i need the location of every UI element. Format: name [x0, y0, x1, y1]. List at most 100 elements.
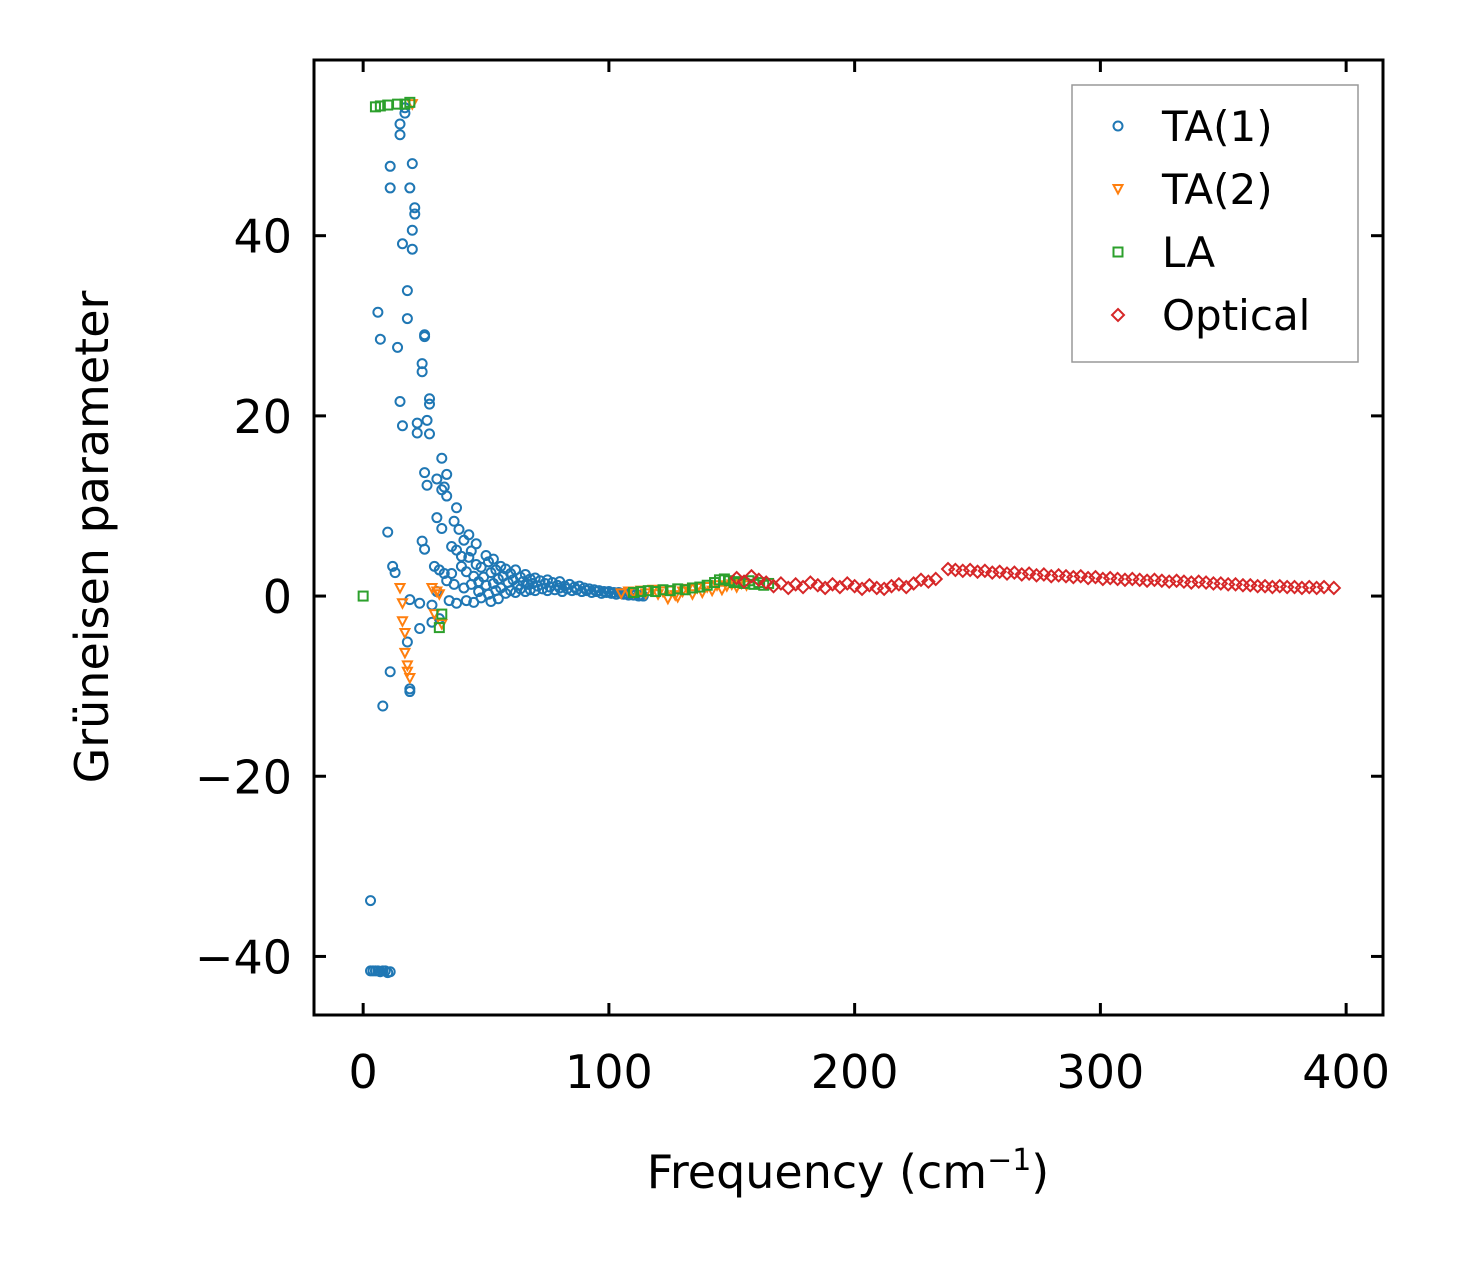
data-point: [419, 467, 431, 479]
data-point: [401, 666, 414, 679]
legend-marker: [1112, 246, 1124, 258]
data-point: [1029, 567, 1044, 583]
data-point: [404, 686, 416, 698]
data-point: [984, 565, 1000, 581]
data-point: [448, 515, 460, 527]
data-point: [810, 577, 826, 593]
x-tick-label: 300: [1056, 1045, 1144, 1099]
data-point: [955, 563, 971, 579]
data-point: [424, 398, 436, 410]
data-point: [884, 578, 899, 594]
data-point: [1117, 572, 1133, 588]
data-point: [409, 202, 421, 214]
data-point: [438, 568, 450, 580]
data-point: [382, 526, 394, 538]
data-point: [744, 568, 759, 584]
y-tick-label: 20: [233, 390, 292, 444]
y-axis-label: Grüneisen parameter: [65, 290, 119, 783]
data-point: [389, 567, 401, 579]
data-point: [876, 581, 892, 597]
legend-label: TA(1): [1161, 102, 1273, 151]
data-point: [396, 616, 409, 628]
data-point: [1095, 571, 1111, 587]
data-point: [424, 393, 436, 405]
data-point: [920, 574, 936, 590]
data-point: [635, 586, 647, 598]
data-point: [657, 584, 669, 596]
data-point: [773, 576, 789, 591]
data-point: [436, 522, 448, 534]
data-point: [505, 585, 517, 597]
data-point: [431, 512, 443, 524]
data-point: [419, 331, 431, 343]
data-point: [1316, 579, 1332, 595]
data-point: [392, 98, 404, 110]
x-tick-label: 100: [565, 1045, 653, 1099]
data-point: [372, 306, 384, 318]
data-point: [393, 582, 407, 595]
legend: TA(1) TA(2) LA Optical: [1071, 84, 1359, 363]
data-point: [672, 583, 684, 595]
data-point: [401, 636, 413, 648]
data-point: [377, 700, 389, 712]
data-point: [441, 490, 453, 502]
data-point: [928, 571, 944, 587]
data-point: [615, 588, 628, 600]
data-point: [396, 598, 409, 610]
data-point: [414, 597, 426, 609]
data-point: [788, 576, 804, 592]
x-tick-label: 200: [811, 1045, 899, 1099]
data-point: [766, 578, 781, 594]
plot-frame: [312, 58, 1385, 1017]
data-point: [729, 570, 745, 586]
data-point: [460, 595, 472, 607]
data-point: [664, 585, 676, 597]
data-point: [409, 208, 421, 220]
data-point: [384, 966, 396, 978]
x-axis-label: Frequency (cm−1): [647, 1143, 1050, 1199]
data-point: [398, 628, 412, 640]
data-point: [1294, 580, 1310, 596]
data-point: [455, 550, 467, 562]
data-point: [384, 666, 396, 678]
data-point: [522, 578, 534, 590]
legend-entry-optical: Optical: [1110, 291, 1310, 340]
data-point: [1139, 573, 1155, 589]
data-point: [394, 129, 406, 141]
data-point: [470, 538, 482, 550]
legend-label: LA: [1162, 228, 1215, 277]
data-point: [406, 243, 418, 255]
data-point: [433, 622, 445, 634]
data-point: [384, 182, 396, 194]
data-point: [650, 586, 662, 598]
x-tick-label: 400: [1302, 1045, 1390, 1099]
data-point: [1326, 580, 1342, 596]
data-point: [642, 585, 654, 597]
data-point: [448, 578, 460, 590]
y-tick-label: −20: [195, 750, 292, 804]
legend-marker: [1112, 120, 1124, 132]
data-point: [446, 568, 458, 580]
data-point: [839, 576, 855, 591]
data-point: [679, 584, 691, 596]
data-point: [1065, 569, 1081, 585]
data-point: [1161, 574, 1177, 590]
series-optical: [729, 561, 1342, 597]
data-point: [404, 182, 416, 194]
data-point: [1043, 568, 1059, 584]
data-point: [396, 420, 408, 432]
data-point: [384, 160, 396, 172]
data-point: [1264, 579, 1280, 595]
data-point: [463, 529, 475, 541]
legend-label: TA(2): [1161, 165, 1273, 214]
data-point: [441, 468, 453, 480]
data-point: [451, 502, 463, 514]
data-point: [492, 593, 504, 605]
data-point: [421, 414, 433, 426]
legend-entry-ta-1: TA(1): [1112, 102, 1273, 151]
data-point: [510, 564, 522, 576]
data-point: [465, 545, 477, 557]
data-point: [891, 576, 907, 592]
data-point: [694, 581, 706, 593]
data-point: [715, 584, 729, 597]
